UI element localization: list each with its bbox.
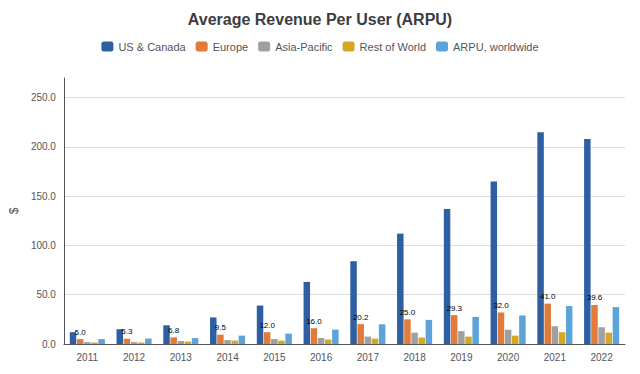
svg-text:2016: 2016 xyxy=(310,352,333,363)
svg-text:Rest of World: Rest of World xyxy=(360,41,426,53)
svg-text:2014: 2014 xyxy=(216,352,239,363)
svg-text:150.0: 150.0 xyxy=(31,191,56,202)
svg-text:6.8: 6.8 xyxy=(168,326,180,335)
svg-text:25.0: 25.0 xyxy=(400,308,416,317)
svg-text:5.3: 5.3 xyxy=(121,327,133,336)
svg-text:16.0: 16.0 xyxy=(306,317,322,326)
svg-text:ARPU, worldwide: ARPU, worldwide xyxy=(453,41,539,53)
svg-text:2021: 2021 xyxy=(544,352,567,363)
svg-text:Average Revenue Per User (ARPU: Average Revenue Per User (ARPU) xyxy=(188,11,452,28)
svg-text:9.5: 9.5 xyxy=(215,323,227,332)
svg-text:2011: 2011 xyxy=(77,352,99,363)
svg-text:5.0: 5.0 xyxy=(75,328,87,337)
svg-text:41.0: 41.0 xyxy=(540,292,556,301)
svg-text:$: $ xyxy=(7,207,21,214)
svg-text:50.0: 50.0 xyxy=(36,289,56,300)
svg-text:2013: 2013 xyxy=(170,352,193,363)
svg-text:2012: 2012 xyxy=(123,352,146,363)
svg-text:Asia-Pacific: Asia-Pacific xyxy=(275,41,333,53)
svg-text:2018: 2018 xyxy=(403,352,426,363)
svg-text:12.0: 12.0 xyxy=(259,321,275,330)
svg-text:250.0: 250.0 xyxy=(31,92,56,103)
svg-text:20.2: 20.2 xyxy=(353,313,369,322)
svg-text:39.6: 39.6 xyxy=(587,293,603,302)
svg-text:100.0: 100.0 xyxy=(31,240,56,251)
svg-text:2020: 2020 xyxy=(497,352,520,363)
svg-text:2015: 2015 xyxy=(263,352,286,363)
svg-text:200.0: 200.0 xyxy=(31,141,56,152)
svg-text:2019: 2019 xyxy=(450,352,473,363)
svg-text:2022: 2022 xyxy=(590,352,613,363)
svg-text:29.3: 29.3 xyxy=(446,304,462,313)
svg-text:US & Canada: US & Canada xyxy=(118,41,186,53)
svg-text:32.0: 32.0 xyxy=(493,301,509,310)
svg-text:2017: 2017 xyxy=(357,352,380,363)
svg-text:Europe: Europe xyxy=(213,41,248,53)
svg-text:0.0: 0.0 xyxy=(42,339,56,350)
